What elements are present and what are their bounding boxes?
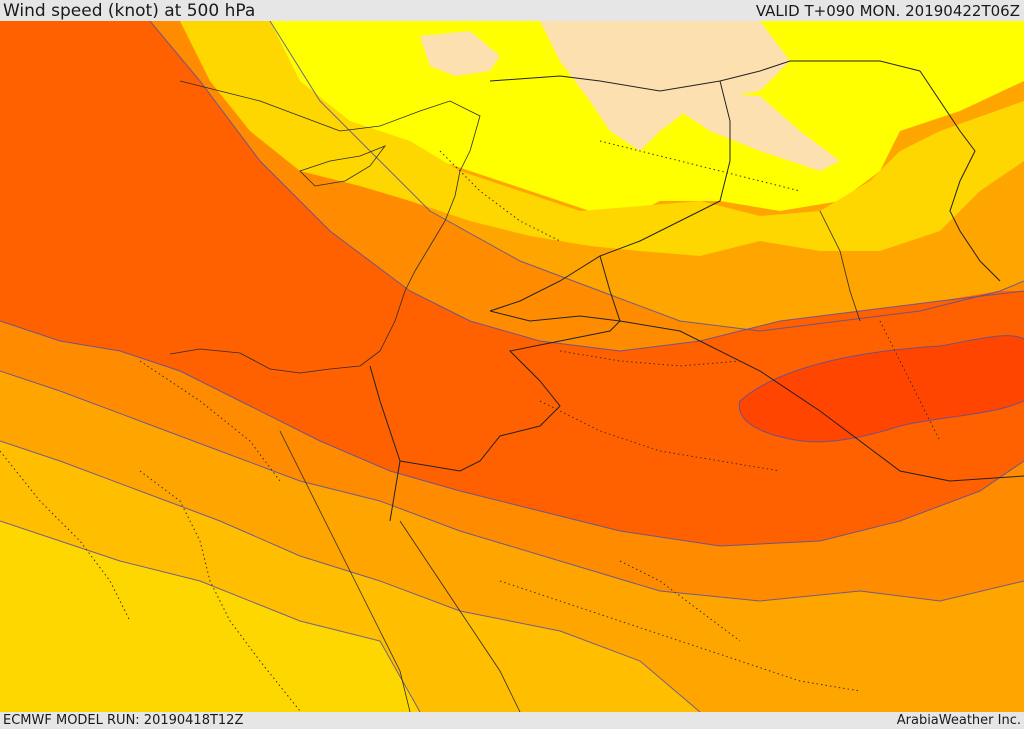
valid-time: VALID T+090 MON. 20190422T06Z [755,2,1020,20]
map-header: Wind speed (knot) at 500 hPa VALID T+090… [0,0,1024,21]
contour-1 [0,520,421,712]
admin-lines-7 [599,140,801,192]
patch-pale-3 [680,91,840,171]
border-syria-iraq-2 [489,80,731,312]
map-title: Wind speed (knot) at 500 hPa [3,1,256,21]
border-saudi-iraq [599,255,1024,482]
coastline-cyprus [299,145,387,187]
admin-lines-5 [499,580,861,692]
coastline-turkey [179,80,481,152]
model-run: ECMWF MODEL RUN: 20190418T12Z [3,713,244,728]
coastline-red-sea-east [399,520,521,712]
border-jordan-saudi [399,310,622,472]
admin-lines-6 [439,150,561,242]
contour-2 [0,440,701,712]
admin-lines-4 [559,350,741,367]
admin-lines-2 [139,360,281,482]
admin-lines-1 [0,450,131,622]
wind-speed-map [0,21,1024,712]
admin-lines-9 [139,470,301,712]
patch-pale-1 [540,21,790,151]
contour-6 [269,21,1024,332]
coastline-mediterranean [169,150,471,374]
coastline-red-sea [279,430,411,712]
credit: ArabiaWeather Inc. [896,713,1021,728]
contour-4 [0,320,1024,547]
map-footer: ECMWF MODEL RUN: 20190418T12Z ArabiaWeat… [0,712,1024,729]
contour-3 [0,370,1024,602]
contour-7 [739,335,1024,402]
border-iran [919,70,1001,282]
coastline-gulf [819,210,861,322]
border-egypt-israel [369,365,401,522]
band-gold-north [180,21,1024,256]
weather-map [0,21,1024,712]
band-red-orange [739,335,1024,442]
patch-pale-2 [420,31,500,76]
contour-5 [149,21,1024,352]
contour-8 [738,400,1024,443]
